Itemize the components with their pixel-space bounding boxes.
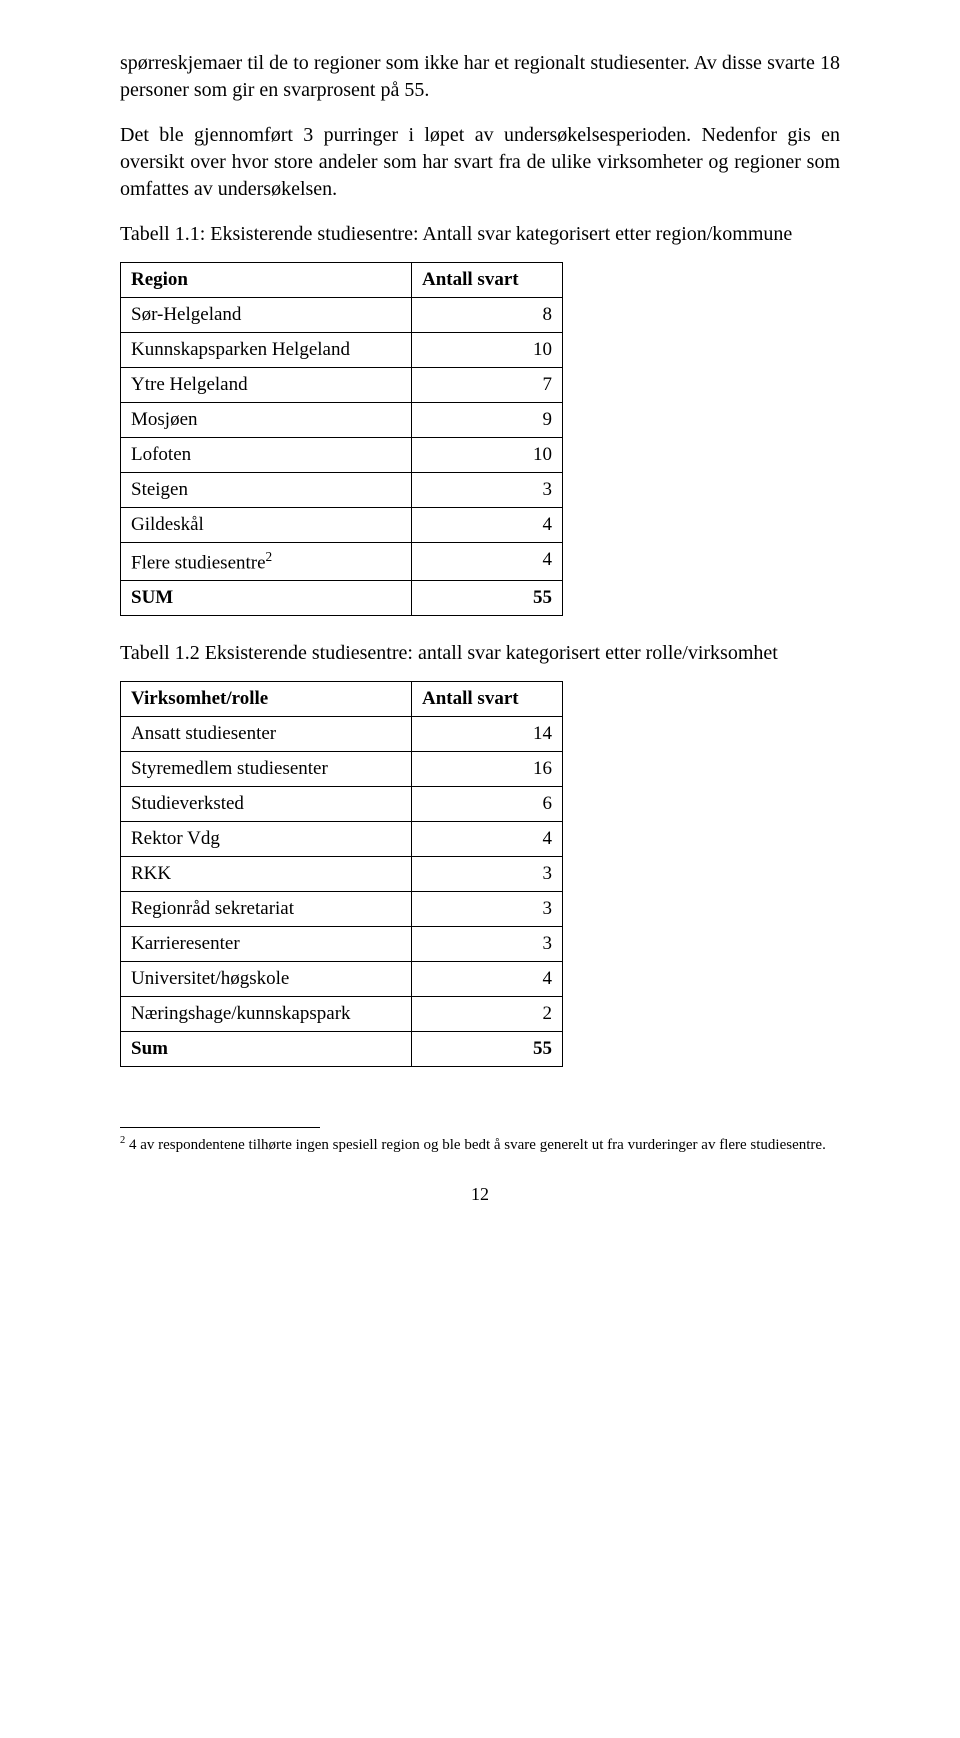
table1-sum-label: SUM — [121, 581, 412, 616]
table-cell: 3 — [412, 857, 563, 892]
table-cell: 6 — [412, 787, 563, 822]
table-cell: Steigen — [121, 473, 412, 508]
table-cell: Sør-Helgeland — [121, 298, 412, 333]
table-cell: 4 — [412, 508, 563, 543]
table-cell: Styremedlem studiesenter — [121, 752, 412, 787]
paragraph-2: Det ble gjennomført 3 purringer i løpet … — [120, 122, 840, 203]
table-cell: 14 — [412, 717, 563, 752]
table1-caption: Tabell 1.1: Eksisterende studiesentre: A… — [120, 221, 840, 248]
table-cell: 10 — [412, 333, 563, 368]
table-cell: 4 — [412, 822, 563, 857]
table-cell: Karrieresenter — [121, 927, 412, 962]
table2-header-label: Virksomhet/rolle — [121, 682, 412, 717]
table-1: Region Antall svart Sør-Helgeland8 Kunns… — [120, 262, 563, 616]
table-cell: RKK — [121, 857, 412, 892]
table-cell: Gildeskål — [121, 508, 412, 543]
table-cell: 2 — [412, 997, 563, 1032]
footnote: 2 4 av respondentene tilhørte ingen spes… — [120, 1134, 840, 1156]
table-cell: Mosjøen — [121, 403, 412, 438]
table-cell: Regionråd sekretariat — [121, 892, 412, 927]
table-cell: Rektor Vdg — [121, 822, 412, 857]
table-cell: Studieverksted — [121, 787, 412, 822]
table-cell: 3 — [412, 892, 563, 927]
table1-header-value: Antall svart — [412, 263, 563, 298]
table-cell: 3 — [412, 473, 563, 508]
table-cell: 4 — [412, 543, 563, 581]
table-cell: Ansatt studiesenter — [121, 717, 412, 752]
table-cell-footnote: Flere studiesentre2 — [121, 543, 412, 581]
table1-sum-value: 55 — [412, 581, 563, 616]
page-number: 12 — [120, 1184, 840, 1205]
table-cell: Kunnskapsparken Helgeland — [121, 333, 412, 368]
table2-caption: Tabell 1.2 Eksisterende studiesentre: an… — [120, 640, 840, 667]
table-cell: Universitet/høgskole — [121, 962, 412, 997]
table-cell: 9 — [412, 403, 563, 438]
table-cell: 7 — [412, 368, 563, 403]
table-cell: 3 — [412, 927, 563, 962]
table2-header-value: Antall svart — [412, 682, 563, 717]
table2-sum-value: 55 — [412, 1032, 563, 1067]
table-2: Virksomhet/rolle Antall svart Ansatt stu… — [120, 681, 563, 1067]
table-cell: 8 — [412, 298, 563, 333]
table-cell: Ytre Helgeland — [121, 368, 412, 403]
paragraph-1: spørreskjemaer til de to regioner som ik… — [120, 50, 840, 104]
table1-header-label: Region — [121, 263, 412, 298]
table-cell: 10 — [412, 438, 563, 473]
table2-sum-label: Sum — [121, 1032, 412, 1067]
table-cell: Lofoten — [121, 438, 412, 473]
table-cell: Næringshage/kunnskapspark — [121, 997, 412, 1032]
table-cell: 4 — [412, 962, 563, 997]
footnote-separator — [120, 1127, 320, 1128]
table-cell: 16 — [412, 752, 563, 787]
